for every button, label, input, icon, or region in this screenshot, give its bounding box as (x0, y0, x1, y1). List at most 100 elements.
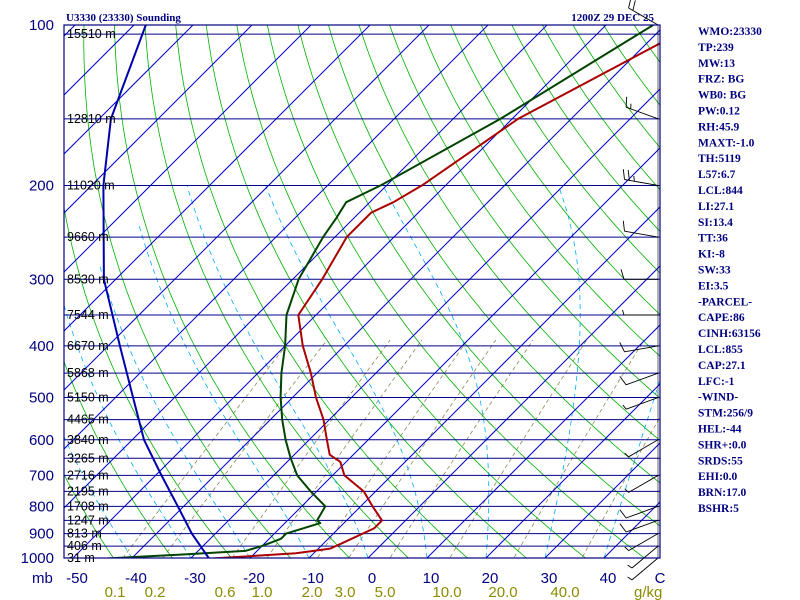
isotherm-line (544, 442, 660, 558)
isotherm-line (249, 147, 660, 558)
index-entry: MW:13 (698, 58, 735, 70)
wind-barb (622, 220, 659, 238)
dry-adiabat-line (358, 25, 660, 441)
temperature-tick-label: -50 (66, 570, 88, 587)
height-label: 9660 m (67, 230, 109, 244)
isotherm-line (64, 25, 312, 273)
mixing-ratio-line (449, 339, 588, 558)
height-label: 3840 m (67, 433, 109, 447)
dry-adiabat-line (450, 25, 660, 316)
height-label: 1247 m (67, 513, 109, 527)
wind-barb (624, 533, 659, 551)
pressure-unit-label: mb (32, 570, 53, 587)
dry-adiabat-line (64, 473, 114, 558)
index-entry: -WIND- (698, 392, 738, 404)
pressure-tick-label: 900 (29, 526, 54, 543)
dry-adiabat-line (175, 25, 468, 558)
mixing-ratio-tick-label: 1.0 (252, 584, 273, 600)
station-title: U3330 (23330) Sounding (66, 12, 181, 24)
isotherm-line (64, 25, 489, 450)
height-label: 2195 m (67, 484, 109, 498)
mixing-ratio-line (316, 339, 468, 558)
wind-barb (622, 397, 659, 410)
dry-adiabats (64, 25, 660, 558)
temperature-unit-label: C (655, 570, 666, 587)
index-entry: WMO:23330 (698, 26, 762, 38)
height-label: 406 m (67, 539, 102, 553)
sounding-datetime: 1200Z 29 DEC 25 (571, 12, 654, 24)
mixing-ratio-tick-label: 40.0 (550, 584, 579, 600)
height-label: 12810 m (67, 112, 116, 126)
dry-adiabat-line (114, 25, 350, 558)
moist-adiabat-line (186, 185, 369, 558)
height-label: 7544 m (67, 308, 109, 322)
index-entry: TT:36 (698, 233, 728, 245)
height-label: 31 m (67, 551, 95, 565)
plot-frame (63, 24, 661, 559)
mixing-ratio-tick-label: 10.0 (432, 584, 461, 600)
dry-adiabat-line (419, 25, 660, 357)
isotherm-line (308, 206, 660, 558)
index-entry: STM:256/9 (698, 408, 753, 420)
height-label: 6670 m (67, 339, 109, 353)
moist-adiabat-line (137, 222, 310, 558)
isotherm-line (64, 25, 194, 155)
wind-barb (628, 0, 659, 26)
wind-barb (624, 475, 659, 493)
pressure-tick-label: 600 (29, 432, 54, 449)
isotherm-line (190, 88, 660, 558)
isotherm-line (72, 25, 607, 558)
dry-adiabat-line (389, 25, 660, 399)
index-entry: KI:-8 (698, 249, 725, 261)
index-entry: HEL:-44 (698, 424, 742, 436)
index-entry: LI:27.1 (698, 201, 734, 213)
dry-adiabat-line (64, 360, 173, 558)
index-entry: RH:45.9 (698, 121, 739, 133)
temperature-tick-label: 30 (541, 570, 558, 587)
height-label: 4465 m (67, 413, 109, 427)
dry-adiabat-line (205, 25, 528, 558)
index-entry: -PARCEL- (698, 296, 752, 308)
pressure-tick-label: 300 (29, 271, 54, 288)
height-label: 5868 m (67, 366, 109, 380)
isotherm-line (131, 29, 660, 558)
index-entry: BSHR:5 (698, 503, 739, 515)
pressure-tick-label: 500 (29, 390, 54, 407)
mixing-ratio-tick-label: 0.1 (105, 584, 126, 600)
index-entry: TH:5119 (698, 153, 741, 165)
index-entry: CAPE:86 (698, 312, 745, 324)
sounding-profiles (101, 25, 660, 558)
moist-adiabat-line (64, 303, 192, 558)
axis-labels: 15510 m 12810 m 11020 m 9660 m 8530 m 7544 m 6… (21, 17, 666, 600)
isotherm-line (367, 265, 660, 558)
pressure-tick-label: 800 (29, 498, 54, 515)
mixing-ratio-tick-label: 2.0 (302, 584, 323, 600)
index-entry: CINH:63156 (698, 328, 761, 340)
temperature-tick-label: 20 (482, 570, 499, 587)
isotherm-line (64, 25, 371, 332)
dry-adiabat-line (144, 25, 409, 558)
isotherms (64, 25, 660, 558)
index-entry: MAXT:-1.0 (698, 137, 755, 149)
index-entry: LFC:-1 (698, 376, 735, 388)
isotherm-line (64, 25, 548, 509)
dry-adiabat-line (236, 25, 587, 558)
wind-barb (624, 439, 659, 458)
pressure-tick-label: 200 (29, 177, 54, 194)
index-entry: LCL:855 (698, 344, 743, 356)
moist-adiabat-line (64, 435, 133, 558)
index-entry: EI:3.5 (698, 280, 729, 292)
dry-adiabat-line (266, 25, 646, 558)
wind-barb (619, 505, 659, 519)
index-entry: L57:6.7 (698, 169, 736, 181)
temperature-tick-label: -10 (302, 570, 324, 587)
temperature-tick-label: 40 (600, 570, 617, 587)
index-entry: SHR+:0.0 (698, 439, 747, 451)
mixing-ratio-tick-label: 5.0 (375, 584, 396, 600)
indices-panel: WMO:23330 TP:239 MW:13 FRZ: BG WB0: BG PW:0.1… (698, 26, 762, 515)
isotherm-line (426, 324, 660, 558)
temperature-profile (207, 42, 660, 558)
temperature-tick-label: -20 (243, 570, 265, 587)
wind-barb (622, 309, 659, 316)
